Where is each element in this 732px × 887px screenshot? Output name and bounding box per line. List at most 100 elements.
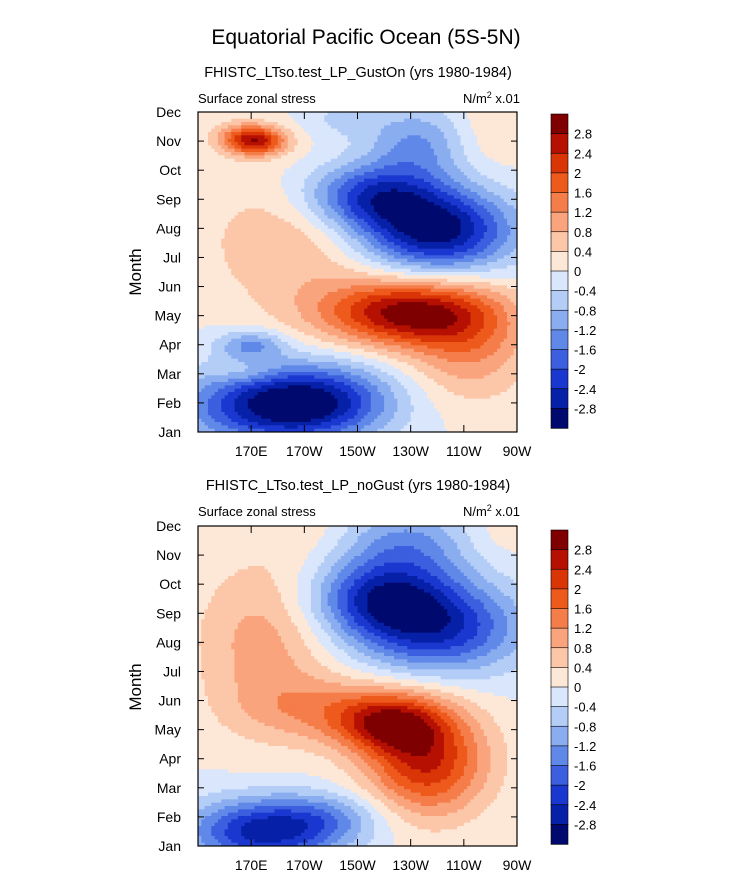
heatmap-cell: [271, 232, 275, 236]
heatmap-cell: [513, 152, 518, 156]
heatmap-cell: [198, 212, 202, 216]
heatmap-cell: [447, 282, 452, 286]
heatmap-cell: [261, 202, 265, 206]
heatmap-cell: [390, 175, 395, 180]
heatmap-cell: [301, 162, 305, 166]
heatmap-cell: [507, 195, 511, 200]
heatmap-cell: [198, 268, 202, 273]
heatmap-cell: [377, 125, 382, 130]
heatmap-cell: [513, 278, 518, 283]
heatmap-cell: [507, 182, 511, 186]
heatmap-cell: [513, 132, 518, 136]
heatmap-cell: [410, 178, 415, 183]
heatmap-cell: [337, 205, 342, 210]
heatmap-cell: [387, 162, 392, 166]
heatmap-cell: [437, 208, 442, 213]
heatmap-cell: [247, 245, 252, 250]
heatmap-cell: [347, 115, 352, 120]
heatmap-cell: [281, 172, 285, 176]
heatmap-cell: [460, 165, 465, 170]
heatmap-cell: [443, 192, 448, 196]
heatmap-cell: [417, 122, 422, 126]
heatmap-cell: [237, 202, 242, 206]
heatmap-cell: [221, 195, 226, 200]
heatmap-cell: [231, 128, 236, 133]
heatmap-cell: [244, 275, 249, 280]
heatmap-cell: [480, 238, 485, 243]
heatmap-cell: [417, 268, 422, 273]
heatmap-cell: [487, 125, 491, 130]
heatmap-cell: [483, 178, 488, 183]
heatmap-cell: [477, 135, 481, 140]
heatmap-cell: [410, 155, 415, 160]
heatmap-cell: [254, 255, 259, 260]
heatmap-cell: [257, 218, 262, 223]
heatmap-cell: [387, 115, 392, 120]
heatmap-cell: [350, 202, 355, 206]
heatmap-cell: [257, 112, 262, 116]
heatmap-cell: [344, 162, 349, 166]
heatmap-cell: [284, 252, 289, 256]
heatmap-cell: [420, 168, 425, 173]
heatmap-cell: [334, 282, 339, 286]
heatmap-cell: [437, 112, 442, 116]
heatmap-cell: [503, 178, 508, 183]
heatmap-cell: [377, 278, 382, 283]
heatmap-cell: [377, 175, 382, 180]
heatmap-cell: [477, 168, 481, 173]
heatmap-cell: [397, 212, 402, 216]
heatmap-cell: [281, 278, 285, 283]
heatmap-cell: [493, 148, 498, 153]
heatmap-cell: [287, 212, 292, 216]
heatmap-cell: [237, 215, 242, 220]
heatmap-cell: [231, 218, 236, 223]
heatmap-cell: [301, 175, 305, 180]
heatmap-cell: [281, 155, 285, 160]
heatmap-cell: [387, 202, 392, 206]
heatmap-cell: [440, 282, 445, 286]
heatmap-cell: [380, 178, 385, 183]
heatmap-cell: [404, 225, 408, 230]
heatmap-cell: [330, 242, 335, 246]
heatmap-cell: [234, 238, 239, 243]
heatmap-cell: [467, 232, 471, 236]
heatmap-cell: [380, 142, 385, 146]
heatmap-cell: [423, 242, 428, 246]
heatmap-cell: [394, 178, 398, 183]
heatmap-cell: [443, 268, 448, 273]
heatmap-cell: [257, 212, 262, 216]
heatmap-cell: [241, 198, 246, 203]
heatmap-cell: [433, 178, 438, 183]
heatmap-cell: [347, 202, 352, 206]
heatmap-cell: [237, 278, 242, 283]
heatmap-cell: [513, 135, 518, 140]
heatmap-cell: [354, 205, 358, 210]
heatmap-cell: [247, 138, 252, 143]
heatmap-cell: [470, 158, 475, 163]
heatmap-cell: [374, 112, 378, 116]
heatmap-cell: [221, 178, 226, 183]
heatmap-cell: [301, 198, 305, 203]
heatmap-cell: [500, 172, 505, 176]
heatmap-cell: [400, 208, 405, 213]
heatmap-cell: [227, 205, 232, 210]
heatmap-cell: [307, 268, 312, 273]
heatmap-cell: [390, 145, 395, 150]
heatmap-cell: [221, 282, 226, 286]
heatmap-cell: [320, 222, 325, 226]
heatmap-cell: [310, 228, 315, 233]
heatmap-cell: [227, 272, 232, 276]
heatmap-cell: [413, 178, 418, 183]
heatmap-cell: [510, 122, 515, 126]
heatmap-cell: [330, 252, 335, 256]
heatmap-cell: [483, 125, 488, 130]
heatmap-cell: [304, 128, 309, 133]
heatmap-cell: [241, 145, 246, 150]
heatmap-cell: [227, 128, 232, 133]
heatmap-cell: [317, 162, 322, 166]
heatmap-cell: [357, 208, 362, 213]
heatmap-cell: [463, 175, 468, 180]
heatmap-cell: [304, 275, 309, 280]
heatmap-cell: [350, 198, 355, 203]
heatmap-cell: [237, 268, 242, 273]
